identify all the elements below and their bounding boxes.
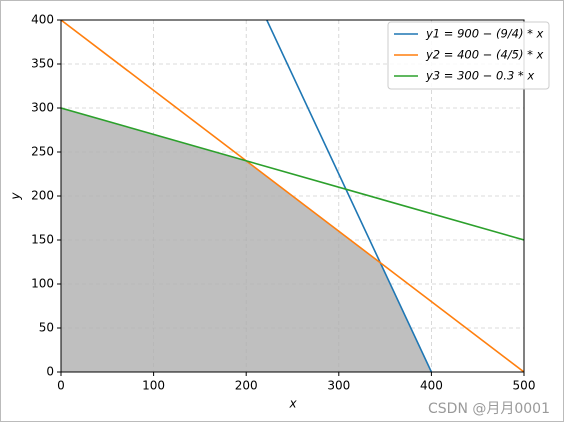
y-tick-label: 300 [31, 101, 54, 115]
y-axis-label: y [9, 192, 23, 201]
y-tick-label: 100 [31, 277, 54, 291]
x-tick-label: 300 [327, 379, 350, 393]
x-tick-label: 400 [420, 379, 443, 393]
y-tick-label: 350 [31, 57, 54, 71]
y-tick-label: 400 [31, 13, 54, 27]
line [61, 20, 524, 372]
y-tick-label: 0 [46, 365, 54, 379]
y-tick-label: 250 [31, 145, 54, 159]
watermark: CSDN @月月0001 [428, 401, 550, 417]
legend: y1 = 900 − (9/4) * x y2 = 400 − (4/5) * x… [387, 21, 550, 90]
x-tick-label: 100 [142, 379, 165, 393]
line [61, 107, 524, 241]
y-tick-label: 50 [39, 321, 54, 335]
x-tick-label: 500 [513, 379, 536, 393]
x-tick-label: 0 [57, 379, 65, 393]
legend-label: y3 = 300 − 0.3 * x [425, 69, 534, 83]
y-tick-label: 150 [31, 233, 54, 247]
legend-label: y1 = 900 − (9/4) * x [425, 27, 544, 41]
x-axis-label: x [288, 397, 297, 411]
legend-label: y2 = 400 − (4/5) * x [425, 48, 544, 62]
legend-box [387, 21, 550, 90]
x-tick-label: 200 [235, 379, 258, 393]
line [265, 20, 433, 372]
plot-area [61, 20, 524, 372]
y-tick-label: 200 [31, 189, 54, 203]
